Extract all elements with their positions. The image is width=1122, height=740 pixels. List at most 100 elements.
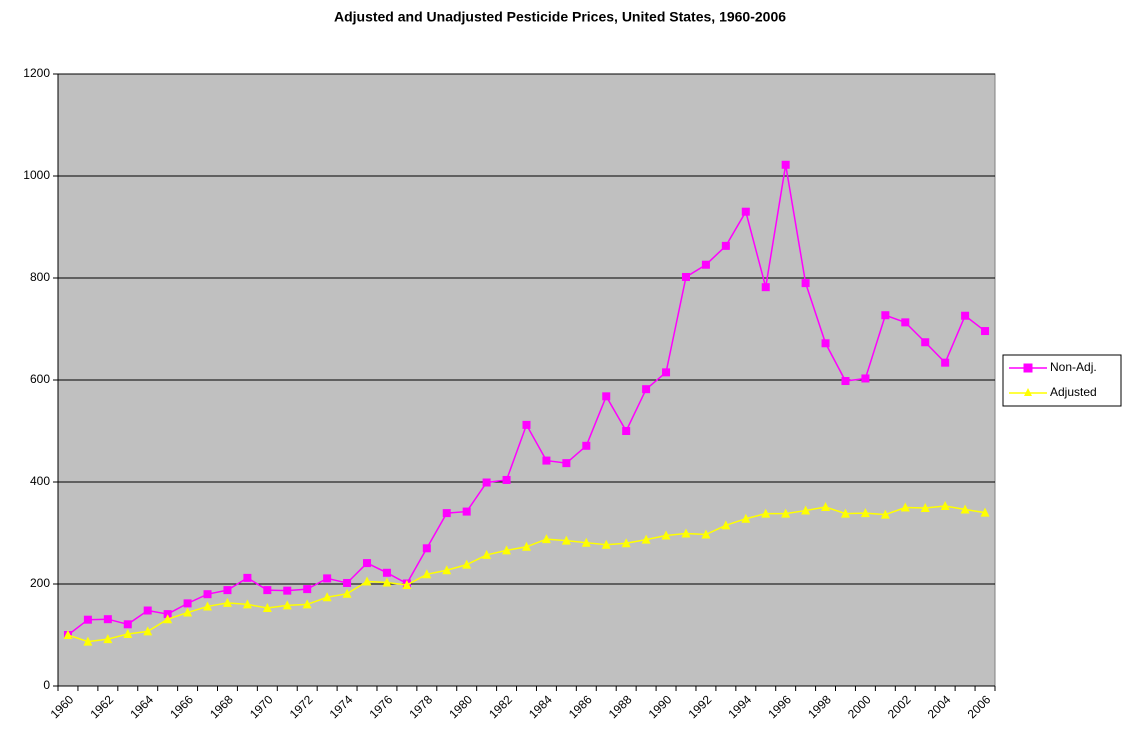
marker	[801, 279, 810, 288]
x-tick-label: 1994	[725, 692, 754, 721]
x-tick-label: 1998	[805, 692, 834, 721]
marker	[981, 327, 990, 336]
marker	[303, 585, 312, 594]
x-tick-label: 1966	[167, 692, 196, 721]
marker	[701, 260, 710, 269]
marker	[382, 577, 392, 587]
marker	[462, 559, 472, 569]
marker	[422, 569, 432, 579]
x-tick-label: 1984	[526, 692, 555, 721]
marker	[602, 392, 611, 401]
marker	[941, 358, 950, 367]
marker	[263, 586, 272, 595]
marker	[222, 597, 232, 607]
marker	[781, 160, 790, 169]
marker	[661, 530, 671, 540]
marker	[940, 500, 950, 510]
marker	[701, 529, 711, 539]
x-tick-label: 1990	[646, 692, 675, 721]
marker	[681, 272, 690, 281]
marker	[323, 574, 332, 583]
marker	[562, 459, 571, 468]
legend-marker	[1024, 388, 1032, 396]
marker	[123, 620, 132, 629]
marker	[502, 475, 511, 484]
x-tick-label: 2002	[885, 692, 914, 721]
x-tick-label: 1986	[566, 692, 595, 721]
chart-title: Adjusted and Unadjusted Pesticide Prices…	[334, 9, 786, 25]
marker	[801, 505, 811, 515]
x-tick-label: 1988	[606, 692, 635, 721]
marker	[302, 599, 312, 609]
marker	[362, 576, 372, 586]
x-tick-label: 1960	[48, 692, 77, 721]
marker	[482, 549, 492, 559]
y-tick-label: 1000	[23, 168, 50, 182]
marker	[781, 508, 791, 518]
marker	[821, 339, 830, 348]
marker	[741, 207, 750, 216]
marker	[342, 588, 352, 598]
marker	[183, 599, 192, 608]
marker	[741, 513, 751, 523]
marker	[462, 507, 471, 516]
marker	[561, 535, 571, 545]
marker	[721, 520, 731, 530]
marker	[581, 537, 591, 547]
marker	[960, 504, 970, 514]
legend-marker	[1023, 363, 1033, 373]
legend-box	[1002, 354, 1122, 407]
marker	[223, 586, 232, 595]
marker	[522, 420, 531, 429]
marker	[761, 283, 770, 292]
marker	[542, 456, 551, 465]
x-tick-label: 2006	[965, 692, 994, 721]
x-tick-label: 1968	[207, 692, 236, 721]
marker	[642, 385, 651, 394]
marker	[921, 338, 930, 347]
x-tick-label: 1992	[686, 692, 715, 721]
x-tick-label: 1978	[406, 692, 435, 721]
marker	[103, 615, 112, 624]
x-tick-label: 1970	[247, 692, 276, 721]
marker	[601, 539, 611, 549]
marker	[163, 610, 172, 619]
marker	[442, 565, 452, 575]
x-tick-label: 1974	[327, 692, 356, 721]
marker	[203, 601, 213, 611]
marker	[861, 374, 870, 383]
marker	[662, 368, 671, 377]
x-tick-label: 2004	[925, 692, 954, 721]
marker	[63, 630, 73, 639]
marker	[203, 590, 212, 599]
marker	[322, 592, 332, 602]
marker	[262, 602, 272, 612]
legend: Non-Adj. Adjusted	[1002, 354, 1122, 407]
marker	[502, 545, 512, 555]
marker	[582, 441, 591, 450]
marker	[343, 578, 352, 587]
marker	[123, 628, 133, 638]
marker	[900, 502, 910, 512]
marker	[103, 634, 113, 644]
x-tick-label: 1976	[367, 692, 396, 721]
marker	[163, 614, 173, 624]
marker	[183, 607, 193, 617]
marker	[382, 568, 391, 577]
marker	[283, 586, 292, 595]
marker	[980, 507, 990, 517]
marker	[860, 508, 870, 518]
marker	[622, 427, 631, 435]
marker	[920, 503, 930, 513]
marker	[442, 509, 451, 518]
marker	[83, 615, 92, 624]
marker	[641, 534, 651, 544]
y-tick-label: 0	[43, 678, 50, 692]
marker	[482, 478, 491, 487]
x-tick-label: 1962	[87, 692, 116, 721]
marker	[282, 600, 292, 610]
x-tick-label: 1964	[127, 692, 156, 721]
y-tick-label: 1200	[23, 66, 50, 80]
marker	[901, 318, 910, 327]
x-tick-label: 1996	[765, 692, 794, 721]
